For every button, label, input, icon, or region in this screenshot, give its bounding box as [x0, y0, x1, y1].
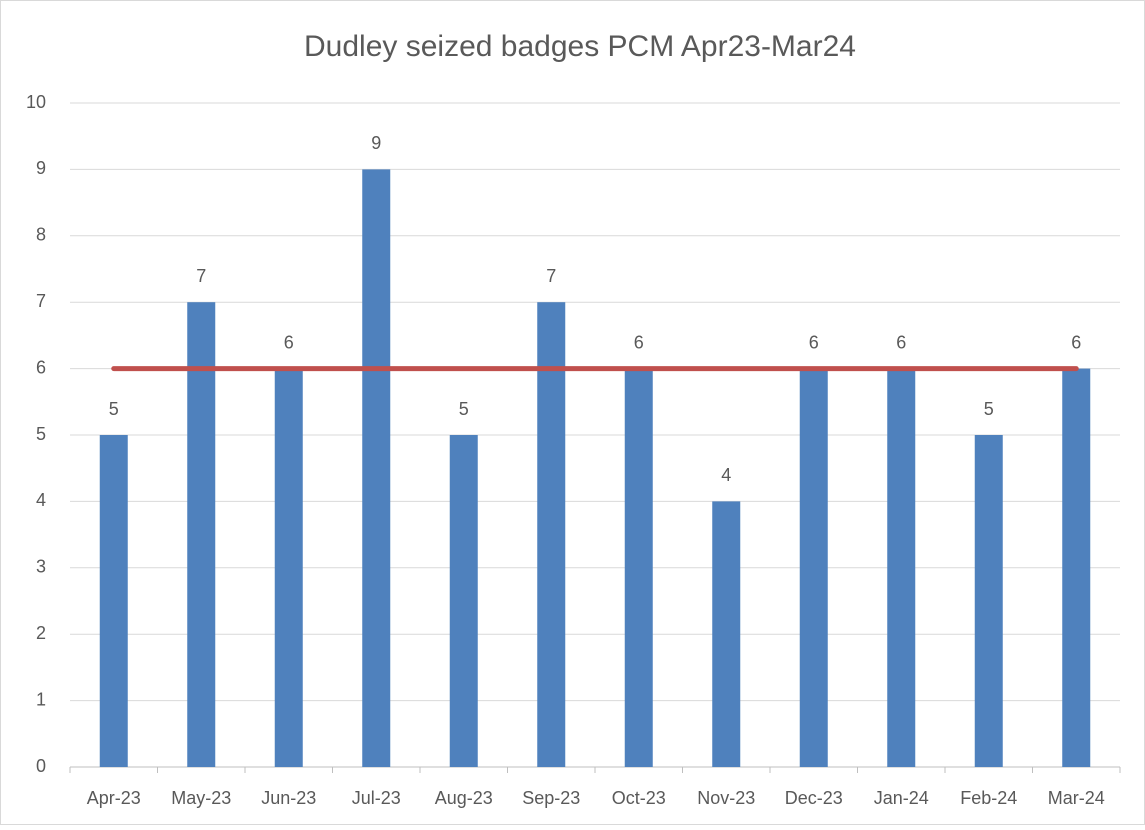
bar — [537, 302, 566, 767]
bar — [449, 435, 478, 767]
x-tick-label: Sep-23 — [522, 788, 580, 808]
bar — [99, 435, 128, 767]
data-label: 7 — [196, 266, 206, 286]
data-label: 5 — [459, 399, 469, 419]
data-label: 5 — [984, 399, 994, 419]
x-tick-label: Aug-23 — [435, 788, 493, 808]
data-label: 7 — [546, 266, 556, 286]
data-label: 6 — [634, 332, 644, 352]
bar — [1062, 368, 1091, 767]
bar — [187, 302, 216, 767]
bar — [712, 501, 741, 767]
y-tick-label: 3 — [36, 557, 46, 577]
data-label: 5 — [109, 399, 119, 419]
y-tick-label: 8 — [36, 225, 46, 245]
bar — [799, 368, 828, 767]
x-tick-label: Jul-23 — [352, 788, 401, 808]
bar — [362, 169, 391, 767]
bar — [624, 368, 653, 767]
y-tick-label: 4 — [36, 490, 46, 510]
x-tick-label: Feb-24 — [960, 788, 1017, 808]
x-tick-label: Jun-23 — [261, 788, 316, 808]
bar — [274, 368, 303, 767]
data-label: 6 — [284, 332, 294, 352]
data-label: 9 — [371, 133, 381, 153]
y-tick-label: 10 — [26, 92, 46, 112]
x-tick-label: Nov-23 — [697, 788, 755, 808]
data-label: 4 — [721, 465, 731, 485]
x-tick-label: Jan-24 — [874, 788, 929, 808]
x-tick-label: Apr-23 — [87, 788, 141, 808]
y-tick-label: 6 — [36, 357, 46, 377]
y-tick-label: 0 — [36, 756, 46, 776]
x-tick-label: Dec-23 — [785, 788, 843, 808]
data-label: 6 — [809, 332, 819, 352]
y-tick-label: 2 — [36, 623, 46, 643]
x-tick-label: May-23 — [171, 788, 231, 808]
x-tick-label: Mar-24 — [1048, 788, 1105, 808]
y-tick-label: 7 — [36, 291, 46, 311]
y-tick-label: 9 — [36, 158, 46, 178]
y-tick-label: 5 — [36, 424, 46, 444]
data-label: 6 — [1071, 332, 1081, 352]
chart-title: Dudley seized badges PCM Apr23-Mar24 — [304, 30, 856, 63]
y-tick-label: 1 — [36, 689, 46, 709]
data-label: 6 — [896, 332, 906, 352]
bar — [887, 368, 916, 767]
bar — [974, 435, 1003, 767]
x-tick-label: Oct-23 — [612, 788, 666, 808]
